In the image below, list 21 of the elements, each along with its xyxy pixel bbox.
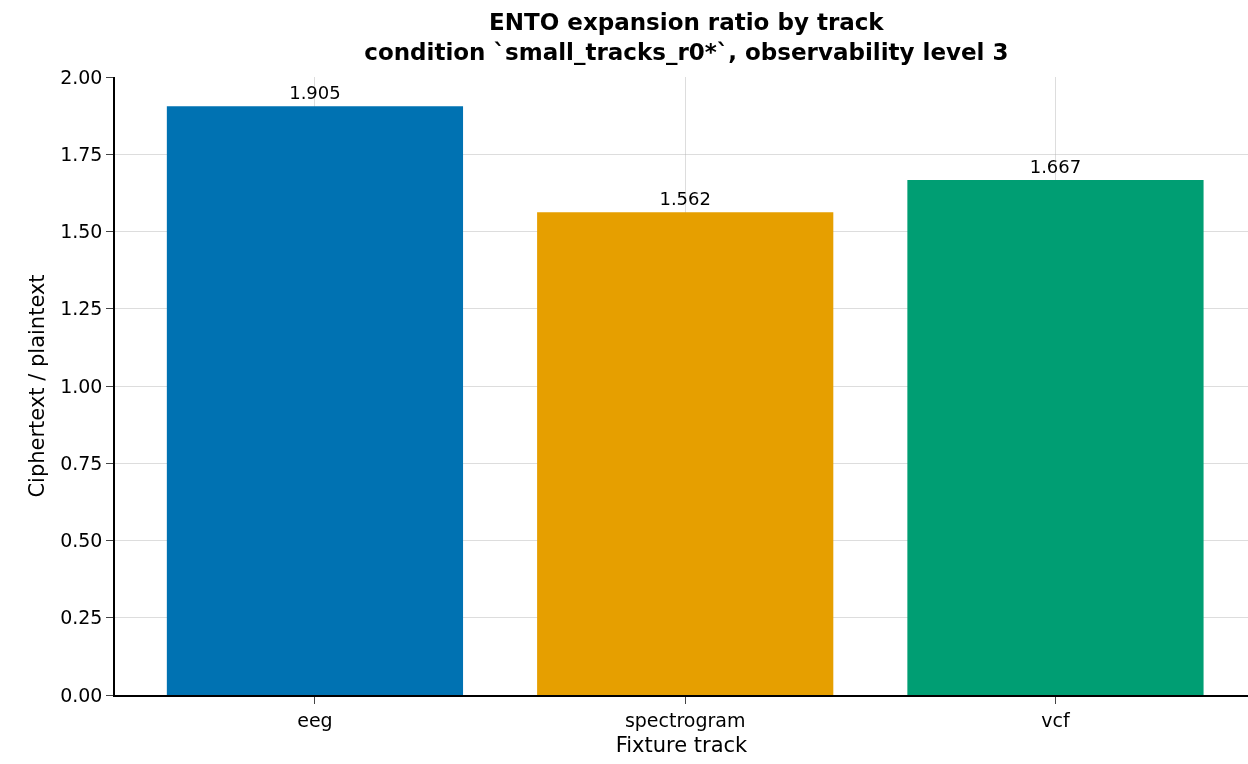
y-tick-label: 0.25 [60,606,103,629]
y-tick-label: 0.75 [60,451,103,474]
x-tick-label: eeg [297,708,333,731]
data-label: 1.562 [659,188,711,210]
y-tick-label: 2.00 [60,65,103,88]
y-tick-label: 0.50 [60,529,103,552]
y-tick-label: 1.00 [60,374,103,397]
bar [537,212,834,695]
data-label: 1.905 [289,82,341,104]
y-tick-label: 1.25 [60,297,103,320]
x-axis-title: Fixture track [615,733,749,758]
bar [166,106,464,695]
x-tick-label: vcf [1041,708,1071,731]
data-label: 1.667 [1029,155,1082,177]
bar [907,179,1204,695]
chart-title: ENTO expansion ratio by track condition `small_tracks_r0*`, observability level 3 [364,8,1009,65]
y-tick-label: 1.50 [60,220,103,243]
y-tick-label: 0.00 [60,683,103,706]
y-axis-title: Ciphertext / plaintext [24,274,49,498]
x-tick-label: spectrogram [624,708,746,731]
y-tick-label: 1.75 [60,142,103,165]
